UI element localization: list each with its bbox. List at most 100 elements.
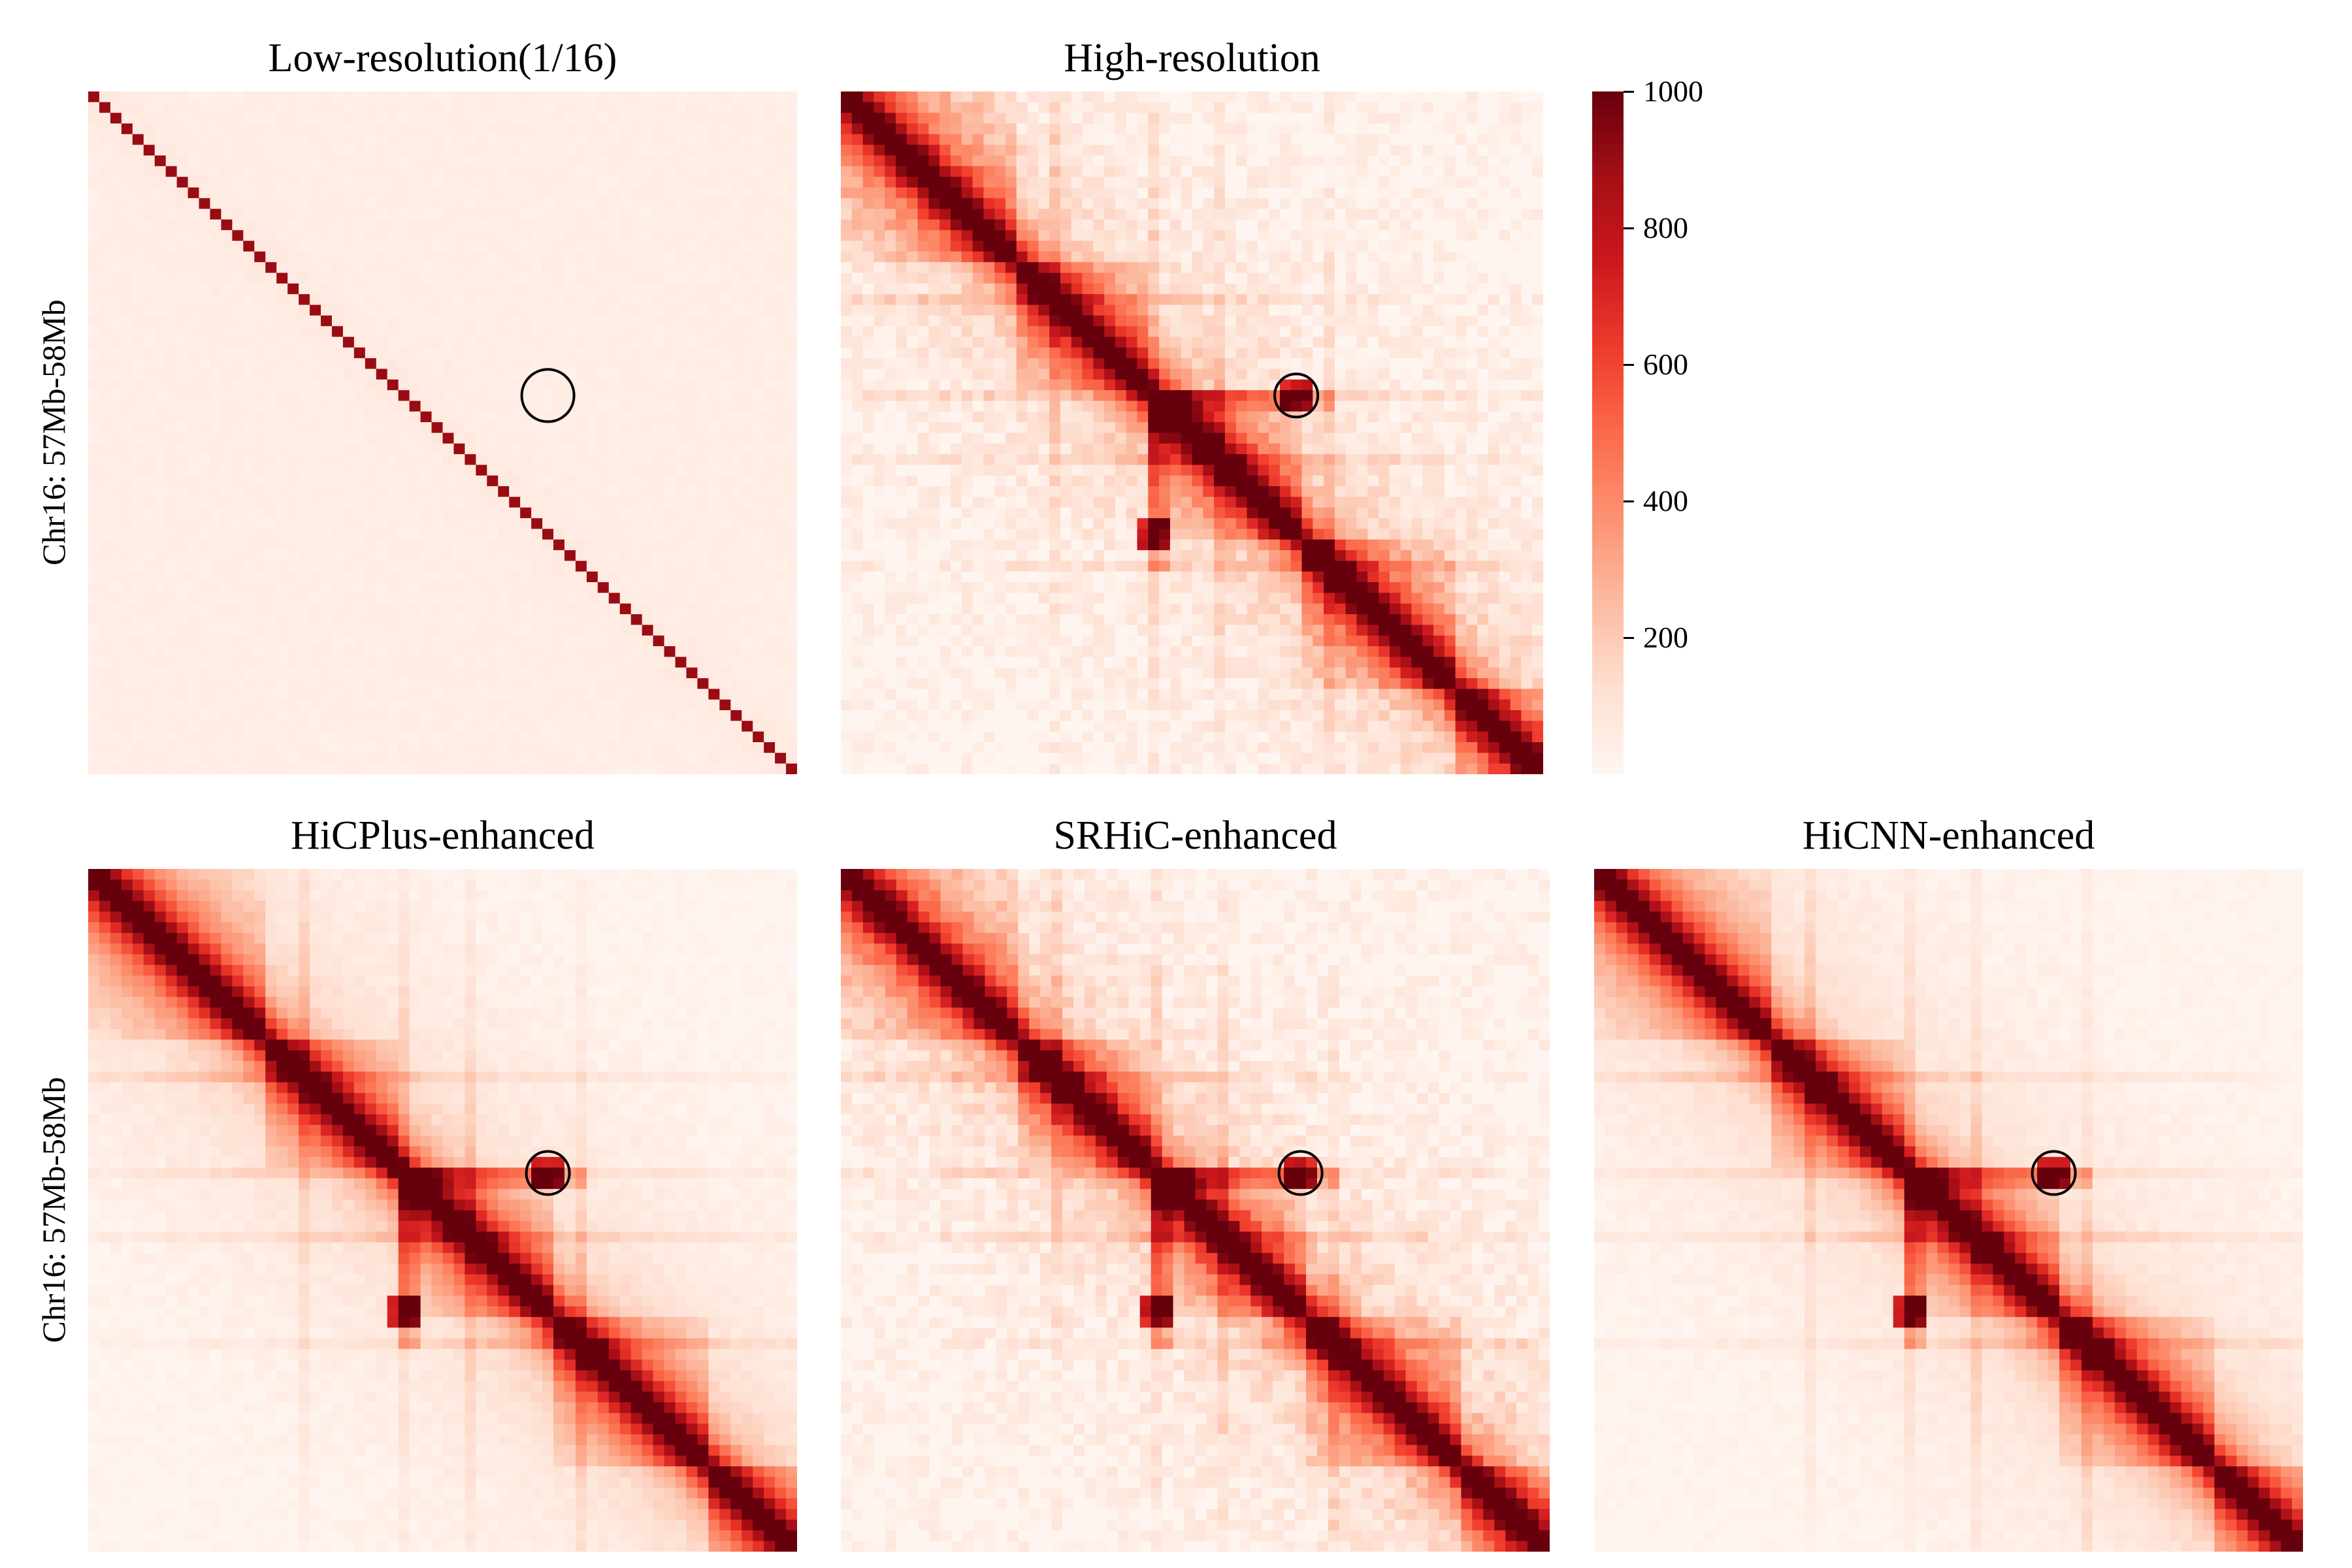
- heatmap-cell: [1038, 155, 1050, 167]
- heatmap-cell: [575, 208, 587, 220]
- heatmap-cell: [465, 272, 476, 284]
- heatmap-cell: [564, 475, 576, 487]
- heatmap-cell: [542, 187, 554, 199]
- heatmap-cell: [121, 539, 133, 551]
- heatmap-cell: [321, 763, 333, 774]
- heatmap-cell: [619, 721, 632, 732]
- heatmap-cell: [630, 304, 643, 316]
- heatmap-cell: [983, 102, 995, 114]
- heatmap-cell: [188, 529, 200, 540]
- heatmap-cell: [221, 731, 233, 743]
- heatmap-cell: [487, 336, 498, 348]
- heatmap-cell: [885, 176, 896, 188]
- heatmap-cell: [409, 678, 421, 689]
- heatmap-cell: [719, 454, 731, 466]
- heatmap-cell: [642, 635, 654, 647]
- heatmap-cell: [476, 347, 487, 359]
- heatmap-cell: [1192, 230, 1203, 242]
- heatmap-cell: [1379, 198, 1390, 210]
- heatmap-cell: [564, 134, 576, 146]
- heatmap-cell: [299, 689, 310, 700]
- heatmap-cell: [719, 294, 731, 306]
- heatmap-cell: [509, 529, 521, 540]
- heatmap-cell: [154, 742, 167, 753]
- heatmap-cell: [88, 475, 100, 487]
- heatmap-cell: [553, 390, 565, 402]
- heatmap-cell: [299, 657, 310, 668]
- heatmap-cell: [642, 486, 654, 498]
- heatmap-cell: [553, 155, 565, 167]
- heatmap-cell: [243, 689, 255, 700]
- heatmap-cell: [188, 400, 200, 412]
- heatmap-cell: [697, 123, 709, 135]
- heatmap-cell: [719, 390, 731, 402]
- heatmap-cell: [1290, 166, 1303, 178]
- heatmap-cell: [1433, 91, 1445, 103]
- heatmap-cell: [132, 465, 144, 476]
- heatmap-cell: [742, 315, 753, 327]
- heatmap-cell: [619, 635, 632, 647]
- heatmap-cell: [453, 283, 465, 295]
- heatmap-cell: [564, 294, 576, 306]
- heatmap-cell: [409, 326, 421, 338]
- heatmap-cell: [132, 155, 144, 167]
- heatmap-cell: [199, 326, 211, 338]
- heatmap-cell: [353, 593, 366, 604]
- heatmap-cell: [630, 763, 643, 774]
- heatmap-cell: [498, 347, 510, 359]
- heatmap-cell: [476, 518, 487, 530]
- heatmap-cell: [509, 208, 521, 220]
- heatmap-cell: [586, 176, 598, 188]
- heatmap-cell: [376, 603, 388, 615]
- heatmap-cell: [972, 155, 984, 167]
- heatmap-cell: [254, 678, 266, 689]
- heatmap-cell: [365, 283, 377, 295]
- heatmap-cell: [874, 187, 885, 199]
- heatmap-cell: [1324, 187, 1335, 199]
- heatmap-cell: [210, 134, 222, 146]
- heatmap-cell: [742, 593, 753, 604]
- heatmap-cell: [575, 326, 587, 338]
- heatmap-cell: [299, 262, 310, 274]
- heatmap-cell: [1181, 166, 1193, 178]
- heatmap-cell: [110, 646, 122, 657]
- heatmap-cell: [465, 454, 476, 466]
- heatmap-cell: [509, 689, 521, 700]
- heatmap-cell: [575, 721, 587, 732]
- heatmap-cell: [210, 123, 222, 135]
- heatmap-cell: [321, 176, 333, 188]
- heatmap-cell: [188, 315, 200, 327]
- heatmap-cell: [553, 240, 565, 252]
- heatmap-cell: [110, 571, 122, 583]
- heatmap-cell: [841, 144, 853, 156]
- heatmap-cell: [143, 294, 155, 306]
- heatmap-cell: [961, 198, 973, 210]
- heatmap-cell: [409, 91, 421, 103]
- heatmap-cell: [188, 614, 200, 626]
- heatmap-cell: [553, 315, 565, 327]
- heatmap-cell: [498, 134, 510, 146]
- heatmap-cell: [597, 486, 610, 498]
- heatmap-cell: [254, 422, 266, 434]
- heatmap-cell: [331, 144, 344, 156]
- heatmap-cell: [686, 646, 698, 657]
- heatmap-cell: [664, 411, 676, 423]
- heatmap-cell: [188, 144, 200, 156]
- heatmap-cell: [376, 731, 388, 743]
- heatmap-cell: [353, 678, 366, 689]
- heatmap-cell: [619, 539, 632, 551]
- heatmap-cell: [243, 507, 255, 519]
- heatmap-cell: [608, 753, 621, 764]
- heatmap-cell: [686, 272, 698, 284]
- heatmap-cell: [254, 710, 266, 721]
- heatmap-cell: [498, 144, 510, 156]
- heatmap-cell: [675, 112, 687, 124]
- heatmap-cell: [353, 763, 366, 774]
- heatmap-cell: [420, 593, 433, 604]
- heatmap-cell: [630, 593, 643, 604]
- heatmap-cell: [786, 304, 797, 316]
- heatmap-cell: [487, 443, 498, 455]
- heatmap-cell: [476, 689, 487, 700]
- heatmap-cell: [1433, 155, 1445, 167]
- heatmap-cell: [983, 144, 995, 156]
